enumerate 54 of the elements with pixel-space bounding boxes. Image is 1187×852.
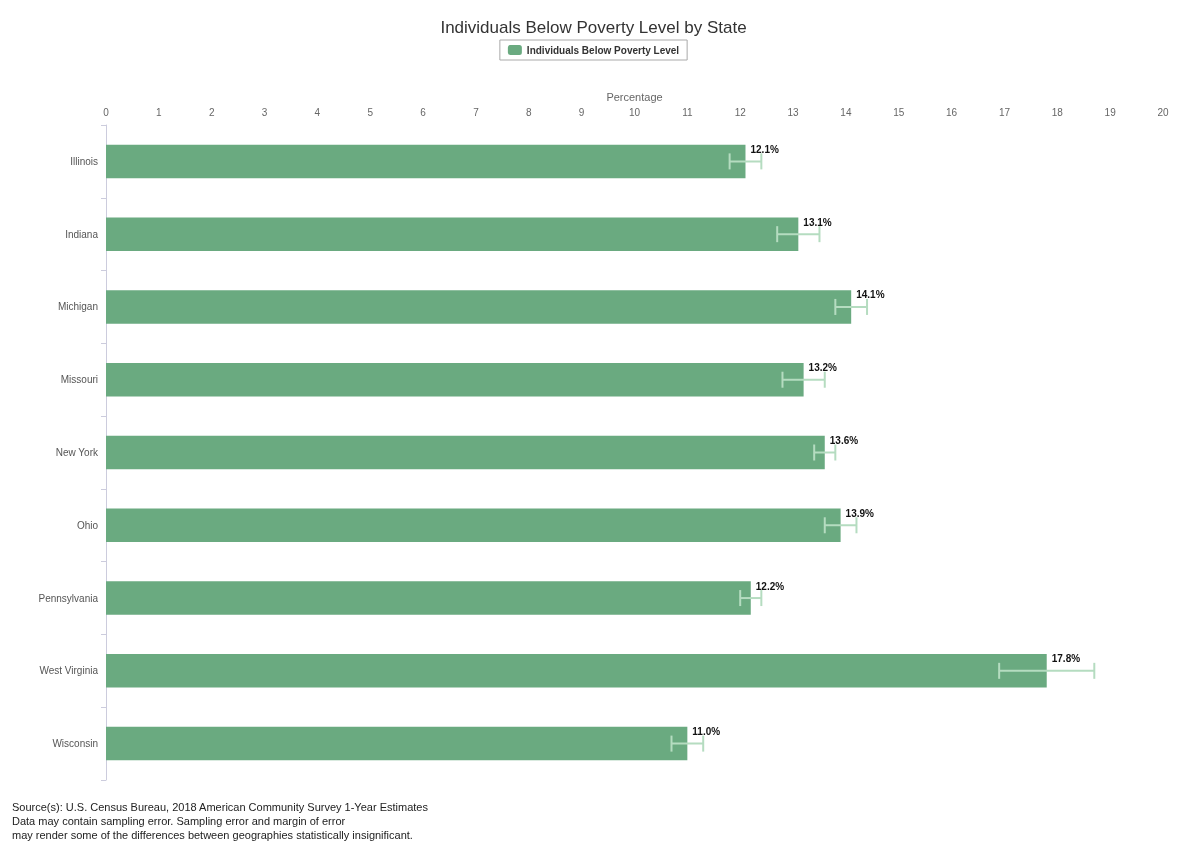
y-tick-label: Michigan [57, 301, 98, 313]
source-note: Source(s): U.S. Census Bureau, 2018 American Community Survey 1-Year Estimates [12, 800, 428, 814]
x-tick-label: 14 [840, 106, 852, 118]
y-tick-label: Illinois [70, 155, 98, 167]
chart-title: Individuals Below Poverty Level by State [440, 18, 747, 37]
x-tick-label: 8 [526, 106, 533, 118]
x-tick-label: 19 [1104, 106, 1117, 118]
bar [106, 508, 841, 543]
x-tick-label: 4 [314, 106, 321, 118]
x-tick-label: 0 [103, 106, 110, 118]
data-label: 13.1% [803, 216, 832, 228]
x-tick-label: 2 [208, 106, 215, 118]
data-label: 11.0% [692, 726, 721, 738]
x-tick-label: 9 [578, 106, 585, 118]
bar [106, 654, 1047, 688]
data-label: 13.2% [808, 362, 838, 374]
bar [106, 581, 751, 615]
data-label: 12.2% [755, 580, 785, 592]
data-label: 13.9% [845, 507, 875, 519]
x-tick-label: 10 [628, 106, 641, 118]
bar [106, 217, 799, 251]
y-tick-label: Pennsylvania [38, 592, 99, 604]
x-tick-label: 16 [946, 106, 958, 118]
x-axis-title: Percentage [606, 90, 663, 103]
x-tick-label: 17 [998, 106, 1011, 118]
text: Data may contain sampling error. Sampling error and margin of error [12, 814, 347, 828]
bar [106, 290, 852, 324]
data-label: 14.1% [856, 289, 885, 301]
x-tick-label: 5 [367, 106, 374, 118]
x-tick-label: 18 [1051, 106, 1064, 118]
y-tick-label: Ohio [76, 519, 99, 531]
x-tick-label: 13 [787, 106, 800, 118]
text: may render some of the differences between geographies statistically insignificant. [12, 828, 414, 842]
bar [106, 435, 825, 470]
y-tick-label: Indiana [65, 228, 99, 240]
x-tick-label: 11 [682, 106, 693, 118]
x-tick-label: 12 [734, 106, 747, 118]
bar [106, 362, 804, 397]
x-tick-label: 20 [1157, 106, 1169, 118]
y-tick-label: Wisconsin [52, 738, 98, 750]
y-tick-label: West Virginia [39, 665, 99, 677]
x-tick-label: 3 [261, 106, 268, 118]
y-tick-label: New York [55, 447, 99, 458]
bar [106, 726, 688, 761]
x-tick-label: 7 [473, 106, 480, 118]
x-tick-label: 1 [156, 106, 163, 118]
legend-label: Individuals Below Poverty Level [526, 44, 680, 56]
bar [106, 144, 746, 179]
y-tick-label: Missouri [60, 374, 98, 386]
data-label: 13.6% [829, 435, 859, 446]
data-label: 17.8% [1051, 653, 1081, 665]
data-label: 12.1% [750, 143, 779, 155]
x-tick-label: 6 [420, 106, 427, 118]
x-tick-label: 15 [893, 106, 905, 118]
